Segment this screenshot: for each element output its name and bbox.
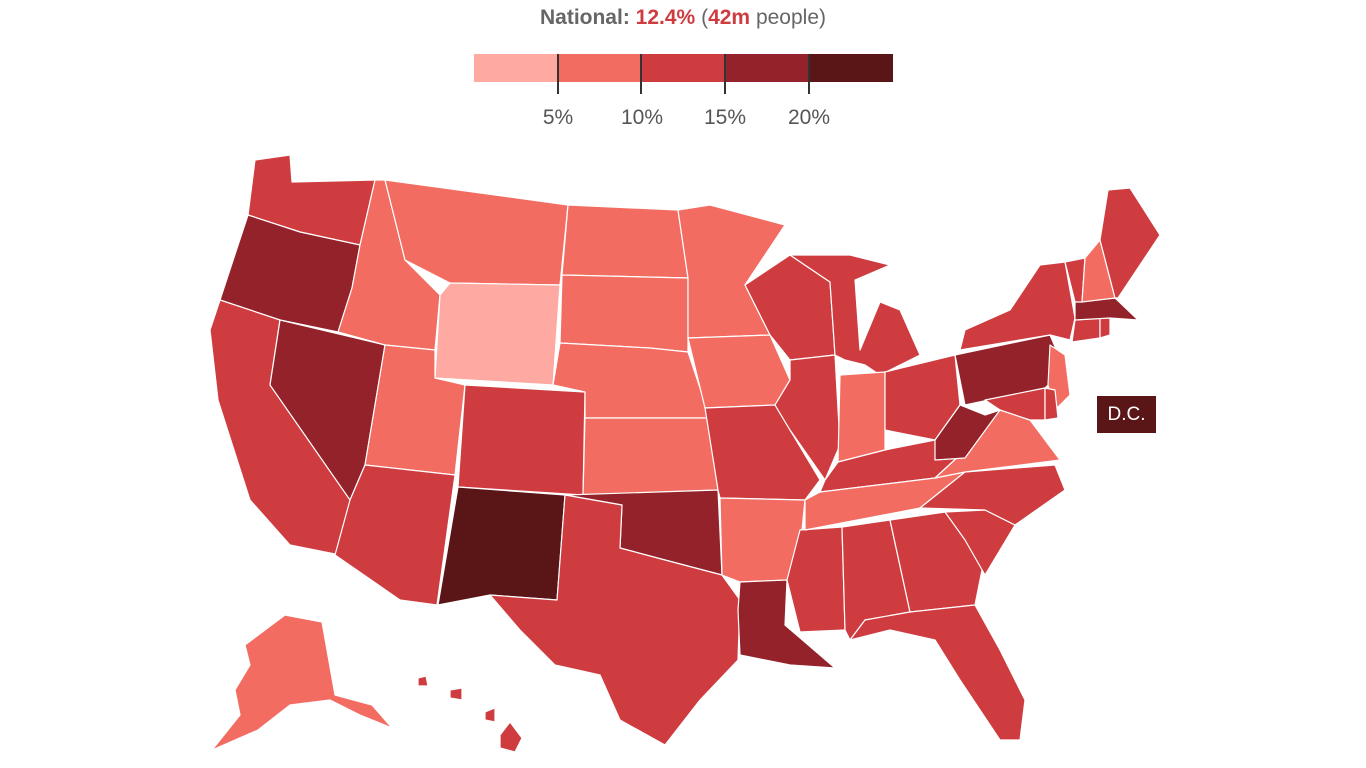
state-delaware[interactable] <box>1044 387 1059 421</box>
state-georgia[interactable] <box>889 511 986 613</box>
legend-swatch-2 <box>557 54 642 82</box>
national-count: 42m <box>708 6 751 29</box>
state-arizona[interactable] <box>334 464 456 606</box>
state-hawaii-oahu[interactable] <box>449 687 463 701</box>
state-kansas[interactable] <box>582 417 719 496</box>
legend-label-20: 20% <box>787 106 831 129</box>
color-legend <box>474 54 893 94</box>
state-maine[interactable] <box>1099 187 1161 299</box>
state-indiana[interactable] <box>837 371 886 463</box>
legend-swatch-1 <box>474 54 558 82</box>
national-headline: National: 12.4% (42m people) <box>0 6 1366 30</box>
state-hawaii-big-island[interactable] <box>499 721 523 753</box>
legend-tick-4 <box>808 54 810 94</box>
state-florida[interactable] <box>849 604 1026 741</box>
legend-label-10: 10% <box>620 106 664 129</box>
national-label: National: <box>539 6 630 29</box>
state-texas[interactable] <box>489 494 741 746</box>
state-north-dakota[interactable] <box>561 204 689 279</box>
state-new-mexico[interactable] <box>437 486 566 606</box>
state-new-york[interactable] <box>959 261 1076 351</box>
legend-tick-2 <box>640 54 642 94</box>
state-illinois[interactable] <box>774 354 841 481</box>
state-michigan[interactable] <box>789 254 921 376</box>
open-paren: ( <box>701 6 709 29</box>
legend-swatch-3 <box>641 54 726 82</box>
state-hawaii-kauai[interactable] <box>417 675 429 687</box>
state-iowa[interactable] <box>687 334 791 409</box>
state-wyoming[interactable] <box>434 282 561 386</box>
state-alaska[interactable] <box>211 614 393 751</box>
state-connecticut[interactable] <box>1071 317 1101 343</box>
dc-badge[interactable]: D.C. <box>1097 396 1156 433</box>
national-rate: 12.4% <box>635 6 696 29</box>
legend-tick-3 <box>724 54 726 94</box>
state-hawaii-maui[interactable] <box>484 707 496 723</box>
national-count-unit: people) <box>755 6 826 29</box>
legend-swatch-5 <box>809 54 893 82</box>
legend-tick-1 <box>557 54 559 94</box>
state-colorado[interactable] <box>457 384 586 496</box>
legend-label-15: 15% <box>703 106 747 129</box>
state-south-dakota[interactable] <box>559 274 689 353</box>
state-louisiana[interactable] <box>737 579 836 669</box>
state-maryland[interactable] <box>984 387 1046 421</box>
legend-label-5: 5% <box>542 106 574 129</box>
state-mississippi[interactable] <box>786 526 846 633</box>
state-rhode-island[interactable] <box>1099 317 1111 339</box>
legend-swatch-4 <box>725 54 810 82</box>
